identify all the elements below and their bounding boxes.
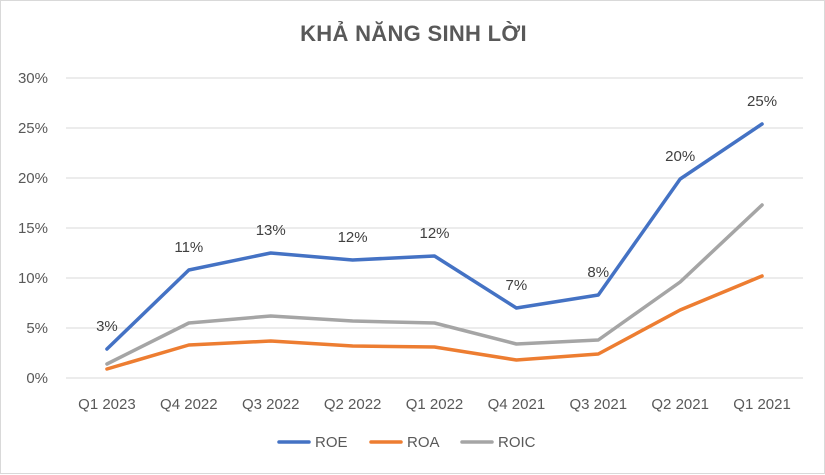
y-tick-label: 25% [18,120,48,137]
y-axis-ticks: 0% 5% 10% 15% 20% 25% 30% [18,70,48,387]
x-tick-label: Q2 2021 [651,396,709,413]
x-tick-label: Q3 2022 [242,396,300,413]
data-labels: 3% 11% 13% 12% 12% 7% 8% 20% 25% [96,93,777,335]
data-label: 25% [747,93,777,110]
y-tick-label: 10% [18,270,48,287]
x-tick-label: Q1 2023 [78,396,136,413]
x-tick-label: Q4 2022 [160,396,218,413]
data-label: 12% [338,229,368,246]
y-tick-label: 5% [26,320,48,337]
data-label: 7% [506,277,528,294]
data-label: 12% [419,225,449,242]
series-line-roa [105,274,764,371]
data-label: 3% [96,318,118,335]
x-tick-label: Q1 2021 [733,396,791,413]
x-axis-ticks: Q1 2023 Q4 2022 Q3 2022 Q2 2022 Q1 2022 Q4 20… [78,396,791,413]
data-label: 20% [665,148,695,165]
x-tick-label: Q1 2022 [406,396,464,413]
legend-label-roa: ROA [407,434,440,451]
x-tick-label: Q4 2021 [488,396,546,413]
series-line-roic [105,203,764,366]
y-tick-label: 15% [18,220,48,237]
data-label: 8% [587,264,609,281]
x-tick-label: Q3 2021 [570,396,628,413]
legend: ROE ROA ROIC [277,434,536,451]
x-tick-label: Q2 2022 [324,396,382,413]
legend-label-roe: ROE [315,434,348,451]
chart-title: KHẢ NĂNG SINH LỜI [300,21,527,46]
data-label: 13% [256,222,286,239]
legend-label-roic: ROIC [498,434,536,451]
y-tick-label: 0% [26,370,48,387]
y-tick-label: 30% [18,70,48,87]
series-line-roe [105,122,764,351]
gridlines [66,77,803,379]
y-tick-label: 20% [18,170,48,187]
data-label: 11% [174,239,203,256]
series-lines [105,122,764,371]
